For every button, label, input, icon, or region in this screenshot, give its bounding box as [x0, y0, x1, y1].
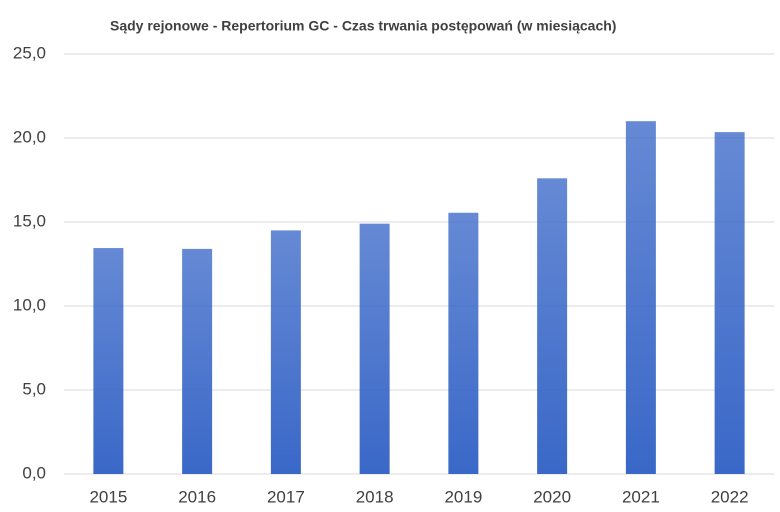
y-tick-label: 25,0	[13, 43, 46, 62]
chart-title: Sądy rejonowe - Repertorium GC - Czas tr…	[110, 18, 616, 34]
x-tick-label: 2019	[444, 487, 482, 506]
y-tick-label: 5,0	[22, 379, 46, 398]
y-tick-label: 0,0	[22, 463, 46, 482]
bar	[625, 121, 656, 474]
bar	[270, 230, 301, 474]
y-tick-label: 10,0	[13, 295, 46, 314]
x-tick-label: 2015	[89, 487, 127, 506]
x-tick-label: 2016	[178, 487, 216, 506]
bar	[359, 223, 390, 474]
x-tick-label: 2020	[533, 487, 571, 506]
y-tick-label: 15,0	[13, 211, 46, 230]
bar	[182, 248, 213, 474]
bar	[93, 248, 124, 474]
bar	[448, 212, 479, 474]
y-tick-label: 20,0	[13, 127, 46, 146]
x-tick-label: 2022	[711, 487, 749, 506]
x-tick-label: 2021	[622, 487, 660, 506]
x-tick-label: 2017	[267, 487, 305, 506]
x-tick-label: 2018	[356, 487, 394, 506]
bar	[714, 132, 745, 474]
bar	[537, 178, 568, 474]
